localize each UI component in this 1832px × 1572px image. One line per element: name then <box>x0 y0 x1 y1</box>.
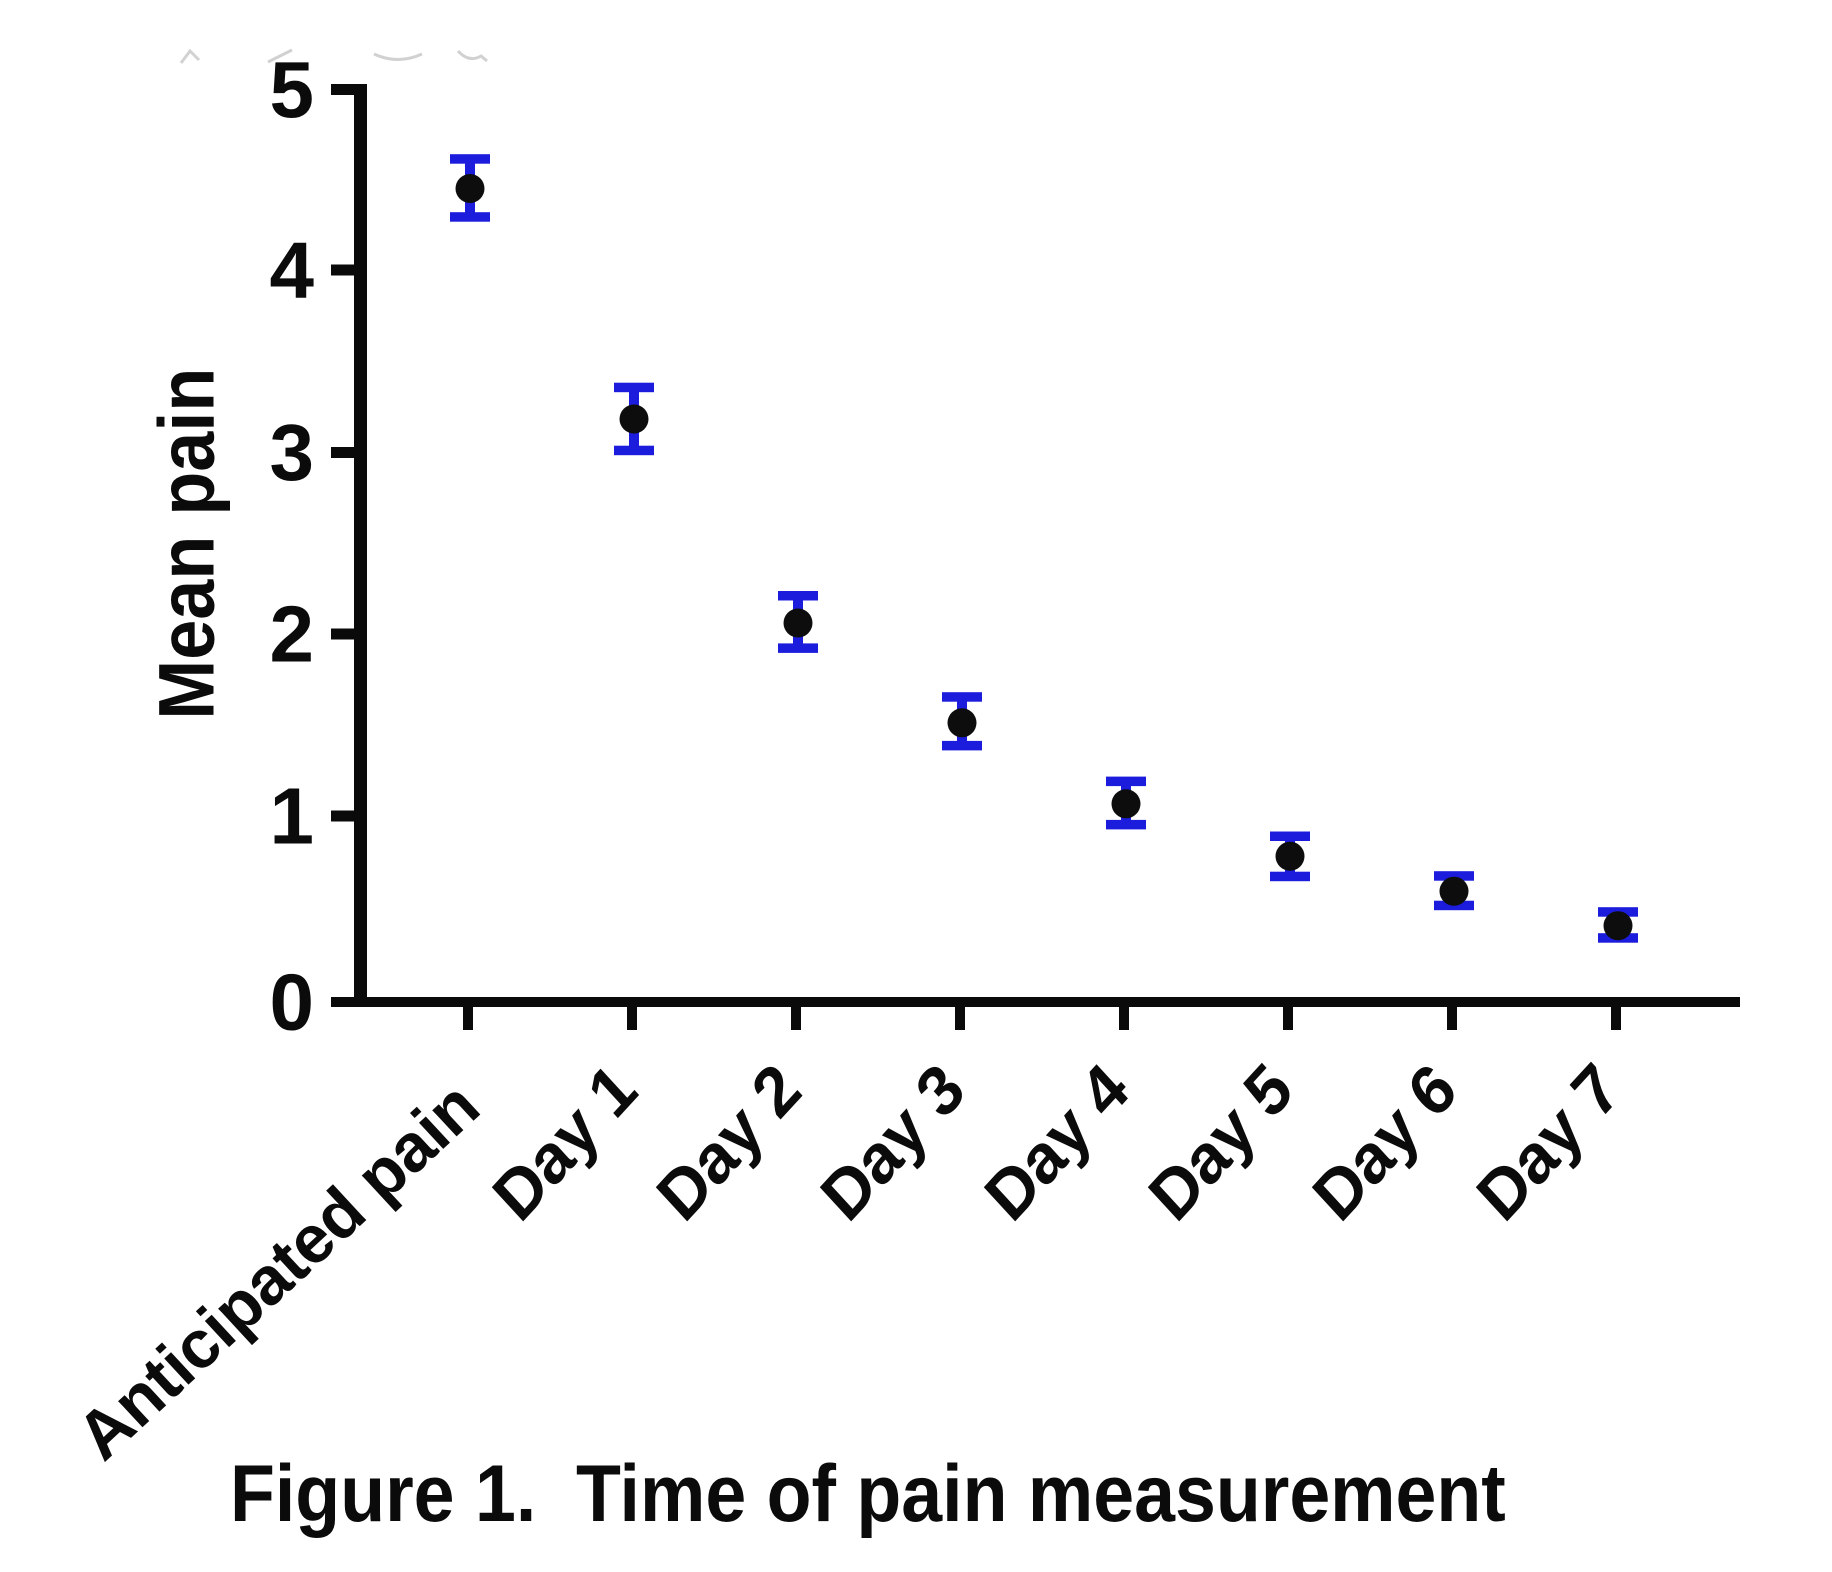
svg-text:Mean pain: Mean pain <box>142 368 231 720</box>
svg-text:0: 0 <box>270 958 315 1047</box>
svg-text:3: 3 <box>270 408 315 497</box>
svg-text:4: 4 <box>270 226 315 315</box>
svg-text:1: 1 <box>270 772 315 861</box>
svg-text:5: 5 <box>270 45 315 134</box>
svg-text:Time of pain measurement: Time of pain measurement <box>576 1449 1506 1539</box>
svg-text:Figure 1.: Figure 1. <box>230 1449 536 1539</box>
svg-text:2: 2 <box>270 590 315 679</box>
